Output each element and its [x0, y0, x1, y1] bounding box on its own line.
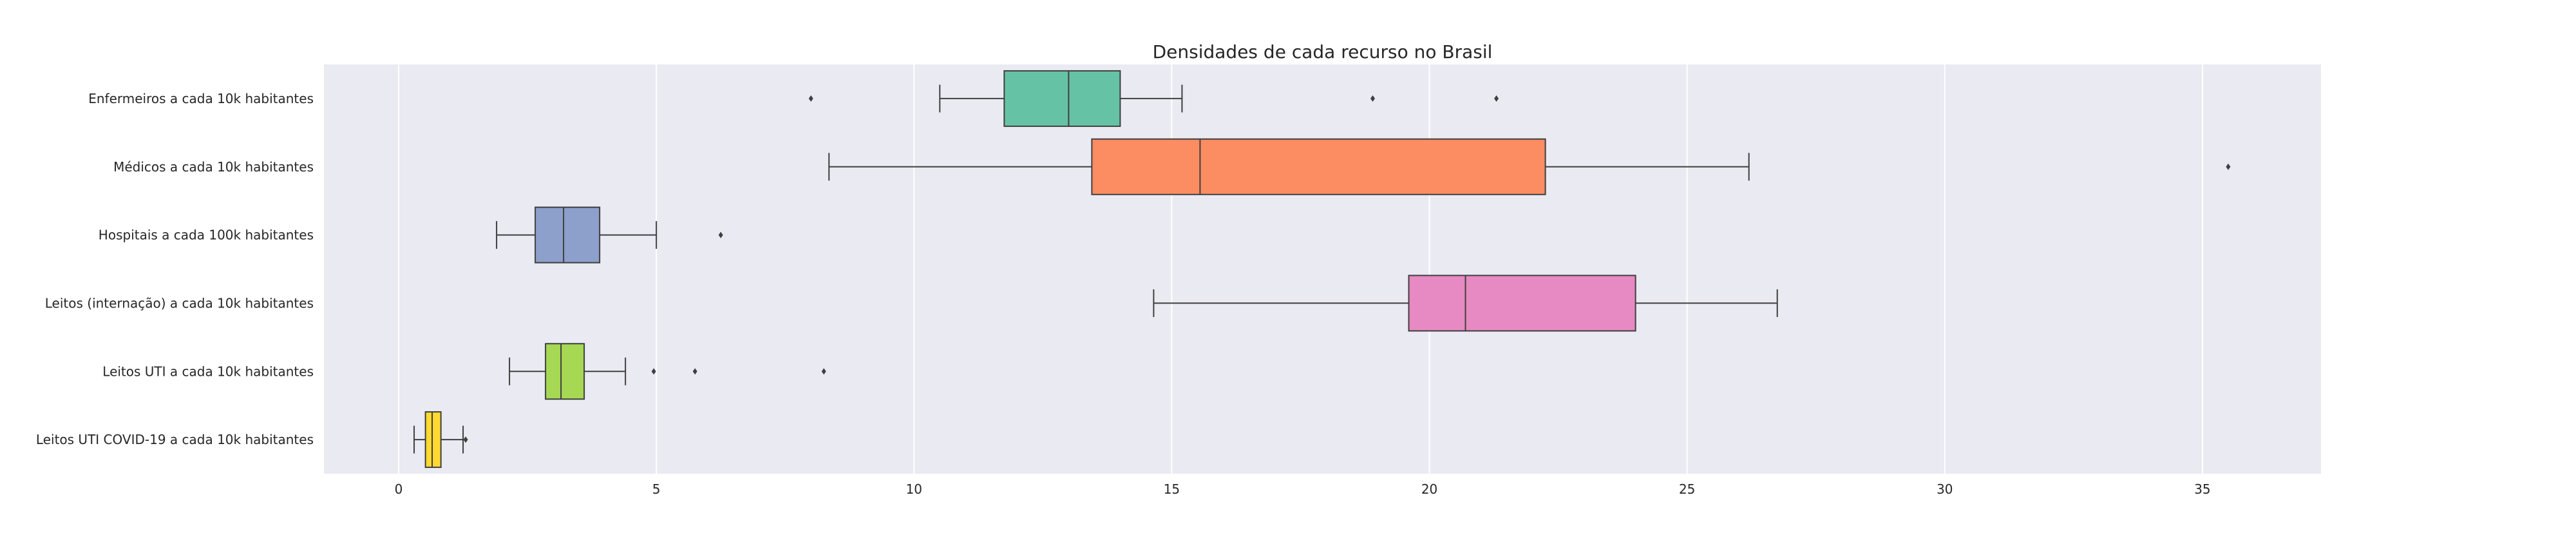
- outlier-point: [2226, 163, 2231, 170]
- box-group: [828, 138, 2231, 195]
- y-category-label: Leitos UTI a cada 10k habitantes: [102, 363, 314, 379]
- outlier-point: [1494, 95, 1499, 102]
- outlier-point: [463, 436, 468, 443]
- box-group: [1153, 275, 1778, 332]
- iqr-box: [535, 206, 601, 264]
- box-series: [413, 70, 2231, 469]
- grid-lines: [398, 64, 2203, 474]
- outlier-point: [692, 368, 697, 375]
- outlier-point: [1370, 95, 1376, 102]
- outlier-point: [808, 95, 813, 102]
- y-axis-labels: Enfermeiros a cada 10k habitantes Médicos…: [36, 91, 314, 447]
- plot-area: [324, 64, 2321, 474]
- x-tick-label: 5: [652, 481, 661, 497]
- outlier-point: [651, 368, 656, 375]
- x-tick-label: 25: [1679, 481, 1695, 497]
- outlier-point: [821, 368, 826, 375]
- x-tick-label: 10: [906, 481, 922, 497]
- chart-title: Densidades de cada recurso no Brasil: [1153, 41, 1493, 63]
- box-group: [413, 411, 468, 469]
- y-category-label: Hospitais a cada 100k habitantes: [99, 228, 314, 243]
- iqr-box: [1091, 138, 1546, 195]
- iqr-box: [545, 343, 585, 400]
- y-category-label: Leitos UTI COVID-19 a cada 10k habitante…: [36, 432, 314, 447]
- box-group: [509, 343, 826, 400]
- x-axis-ticks: 0 5 10 15 20 25 30 35: [395, 481, 2211, 497]
- box-group: [496, 206, 723, 264]
- box-group: [808, 70, 1499, 127]
- outlier-point: [718, 231, 723, 238]
- iqr-box: [1003, 70, 1121, 127]
- x-tick-label: 0: [395, 481, 403, 497]
- x-tick-label: 15: [1164, 481, 1180, 497]
- iqr-box: [1408, 275, 1636, 332]
- y-category-label: Leitos (internação) a cada 10k habitante…: [45, 295, 314, 311]
- x-tick-label: 30: [1937, 481, 1953, 497]
- y-category-label: Enfermeiros a cada 10k habitantes: [88, 91, 314, 106]
- iqr-box: [424, 411, 442, 469]
- x-tick-label: 20: [1421, 481, 1437, 497]
- x-tick-label: 35: [2194, 481, 2210, 497]
- y-category-label: Médicos a cada 10k habitantes: [113, 159, 314, 175]
